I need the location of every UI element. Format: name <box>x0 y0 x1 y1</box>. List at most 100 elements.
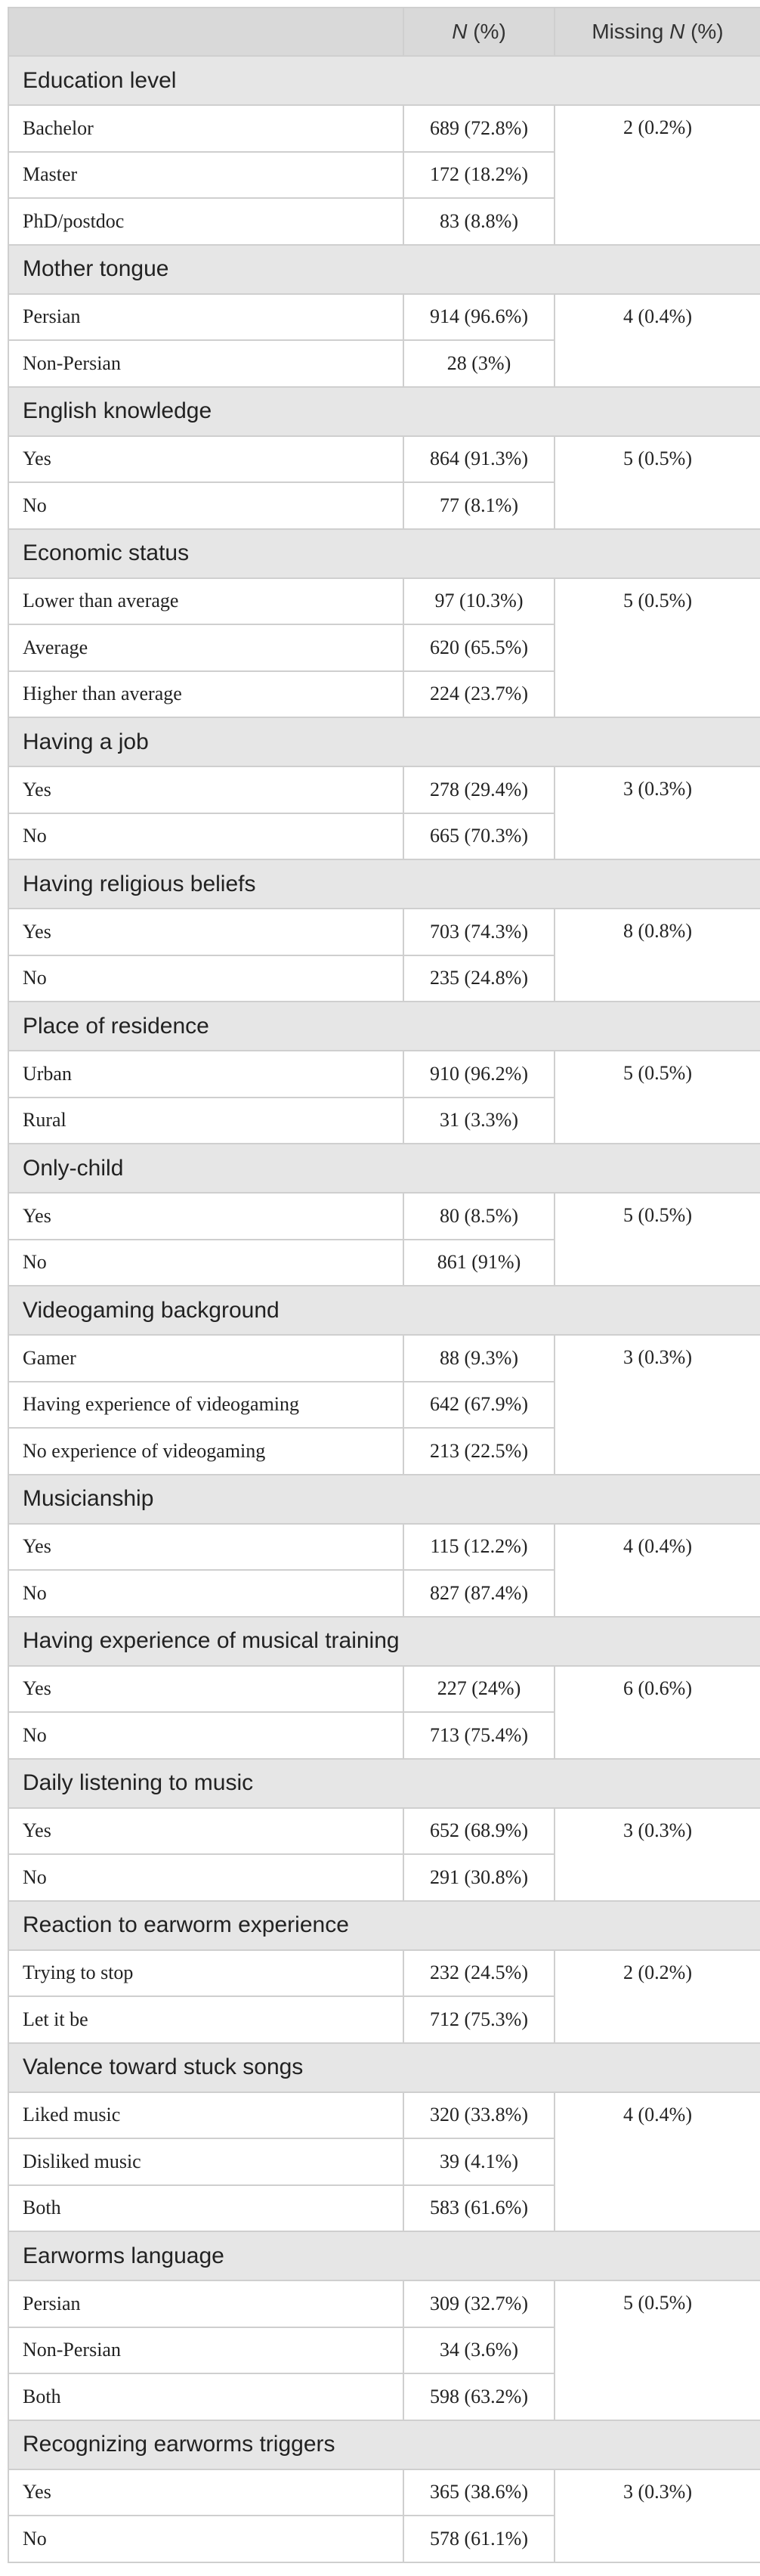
table-row: PhD/postdoc 83 (8.8%) <box>8 197 760 246</box>
row-label: Yes <box>8 1807 404 1855</box>
group-header-row: Reaction to earworm experience <box>8 1899 760 1951</box>
group-title: Musicianship <box>8 1473 760 1525</box>
table-row: No 77 (8.1%) <box>8 481 760 530</box>
row-label: Bachelor <box>8 104 404 153</box>
table-row: No 665 (70.3%) <box>8 812 760 860</box>
row-label: Persian <box>8 293 404 341</box>
table-row: Yes 115 (12.2%) 4 (0.4%) <box>8 1522 760 1618</box>
table-row: No 578 (61.1%) <box>8 2515 760 2563</box>
row-label: Lower than average <box>8 577 404 625</box>
group-header-row: Recognizing earworms triggers <box>8 2419 760 2470</box>
row-value: 583 (61.6%) <box>403 2184 555 2232</box>
row-value: 97 (10.3%) <box>403 577 555 625</box>
missing-value: 3 (0.3%) <box>554 1334 760 1475</box>
table-row: Trying to stop 232 (24.5%) 2 (0.2%) <box>8 1949 760 2044</box>
group-title: Place of residence <box>8 1001 760 1051</box>
row-value: 80 (8.5%) <box>403 1192 555 1240</box>
row-label: Yes <box>8 1664 404 1713</box>
row-value: 39 (4.1%) <box>403 2138 555 2186</box>
group-header-row: Only-child <box>8 1143 760 1194</box>
group-header-row: Having a job <box>8 717 760 767</box>
row-value: 28 (3%) <box>403 339 555 388</box>
table-row: Bachelor 689 (72.8%) 2 (0.2%) <box>8 104 760 246</box>
header-missing: Missing N (%) <box>554 7 760 57</box>
row-value: 712 (75.3%) <box>403 1995 555 2044</box>
row-label: Yes <box>8 1192 404 1240</box>
table-row: Non-Persian 34 (3.6%) <box>8 2326 760 2374</box>
row-value: 227 (24%) <box>403 1664 555 1713</box>
header-n-percent: N (%) <box>403 7 555 57</box>
row-label: Gamer <box>8 1334 404 1382</box>
group-header-row: English knowledge <box>8 385 760 437</box>
group-header-row: Mother tongue <box>8 243 760 295</box>
row-label: Both <box>8 2184 404 2232</box>
table-row: Non-Persian 28 (3%) <box>8 339 760 388</box>
row-value: 235 (24.8%) <box>403 954 555 1002</box>
row-value: 34 (3.6%) <box>403 2326 555 2374</box>
header-n-suffix: (%) <box>467 20 506 43</box>
table-row: Let it be 712 (75.3%) <box>8 1995 760 2044</box>
row-label: Non-Persian <box>8 339 404 388</box>
row-label: Liked music <box>8 2091 404 2139</box>
row-value: 224 (23.7%) <box>403 670 555 718</box>
table-body: Education level Bachelor 689 (72.8%) 2 (0.2… <box>8 55 760 2563</box>
table-row: Both 583 (61.6%) <box>8 2184 760 2232</box>
table-row: Persian 309 (32.7%) 5 (0.5%) <box>8 2280 760 2421</box>
table-row: Higher than average 224 (23.7%) <box>8 670 760 718</box>
row-value: 232 (24.5%) <box>403 1949 555 1997</box>
table-row: Having experience of videogaming 642 (67.… <box>8 1380 760 1429</box>
row-value: 861 (91%) <box>403 1238 555 1286</box>
group-title: Recognizing earworms triggers <box>8 2419 760 2470</box>
row-label: Let it be <box>8 1995 404 2044</box>
table-row: No 713 (75.4%) <box>8 1711 760 1760</box>
missing-value: 5 (0.5%) <box>554 435 760 530</box>
group-title: Mother tongue <box>8 243 760 295</box>
header-label-cell <box>8 7 404 57</box>
row-value: 665 (70.3%) <box>403 812 555 860</box>
table-header: N (%) Missing N (%) <box>8 7 760 57</box>
row-label: No <box>8 1711 404 1760</box>
row-label: Non-Persian <box>8 2326 404 2374</box>
group-header-row: Videogaming background <box>8 1285 760 1336</box>
row-value: 213 (22.5%) <box>403 1427 555 1475</box>
row-label: No experience of videogaming <box>8 1427 404 1475</box>
row-value: 320 (33.8%) <box>403 2091 555 2139</box>
table-row: Liked music 320 (33.8%) 4 (0.4%) <box>8 2091 760 2232</box>
header-missing-n-italic: N <box>669 20 685 43</box>
table-row: Yes 227 (24%) 6 (0.6%) <box>8 1664 760 1760</box>
group-title: Daily listening to music <box>8 1757 760 1809</box>
table-row: Average 620 (65.5%) <box>8 624 760 672</box>
row-label: Having experience of videogaming <box>8 1380 404 1429</box>
table-row: Yes 864 (91.3%) 5 (0.5%) <box>8 435 760 530</box>
group-title: Having a job <box>8 717 760 767</box>
missing-value: 8 (0.8%) <box>554 908 760 1002</box>
row-label: No <box>8 1853 404 1902</box>
row-label: Yes <box>8 908 404 956</box>
demographics-table: N (%) Missing N (%) Education level Bache… <box>8 7 760 2563</box>
group-header-row: Daily listening to music <box>8 1757 760 1809</box>
group-title: Having experience of musical training <box>8 1615 760 1667</box>
group-header-row: Having experience of musical training <box>8 1615 760 1667</box>
group-title: Valence toward stuck songs <box>8 2042 760 2093</box>
group-header-row: Place of residence <box>8 1001 760 1051</box>
row-label: No <box>8 1569 404 1618</box>
row-label: Yes <box>8 766 404 814</box>
row-value: 309 (32.7%) <box>403 2280 555 2328</box>
row-label: No <box>8 812 404 860</box>
row-value: 172 (18.2%) <box>403 150 555 199</box>
table-row: Yes 365 (38.6%) 3 (0.3%) <box>8 2468 760 2563</box>
group-header-row: Having religious beliefs <box>8 859 760 909</box>
table-row: Yes 703 (74.3%) 8 (0.8%) <box>8 908 760 1002</box>
table-row: Master 172 (18.2%) <box>8 150 760 199</box>
group-title: Economic status <box>8 528 760 579</box>
table-row: No 827 (87.4%) <box>8 1569 760 1618</box>
group-header-row: Earworms language <box>8 2231 760 2281</box>
group-header-row: Valence toward stuck songs <box>8 2042 760 2093</box>
row-label: Yes <box>8 1522 404 1571</box>
row-label: Both <box>8 2373 404 2421</box>
header-missing-prefix: Missing <box>592 20 670 43</box>
missing-value: 6 (0.6%) <box>554 1664 760 1760</box>
table-row: Urban 910 (96.2%) 5 (0.5%) <box>8 1050 760 1144</box>
missing-value: 4 (0.4%) <box>554 2091 760 2232</box>
missing-value: 2 (0.2%) <box>554 1949 760 2044</box>
